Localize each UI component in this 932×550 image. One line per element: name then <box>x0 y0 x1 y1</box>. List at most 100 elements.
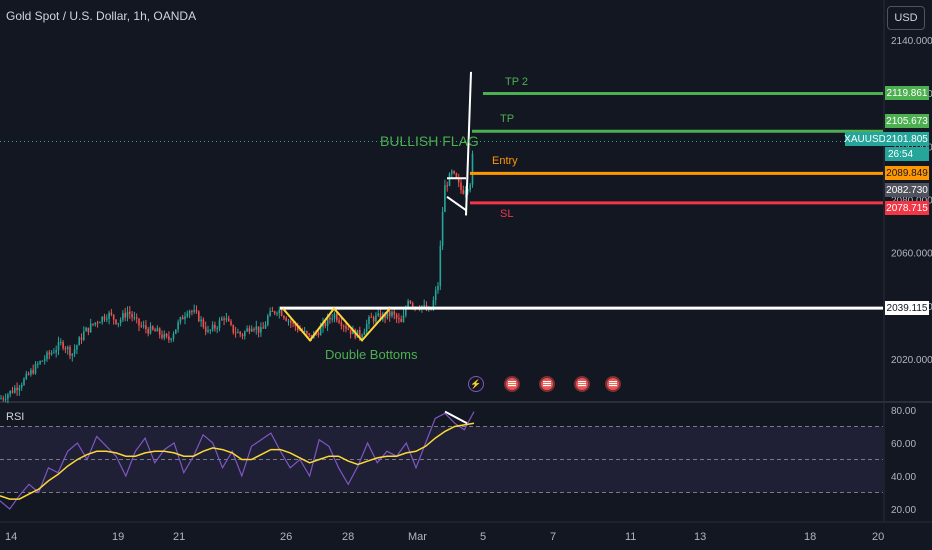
candle-body <box>423 305 425 307</box>
candle-body <box>133 317 136 319</box>
bullish-flag-line <box>465 71 472 216</box>
candle-body <box>163 333 166 338</box>
rsi-tick-label: 40.00 <box>891 472 916 483</box>
candle-body <box>165 333 168 337</box>
bullish-flag-annotation: BULLISH FLAG <box>380 133 479 149</box>
candle-body <box>198 311 200 322</box>
candle-body <box>99 322 101 324</box>
candle-body <box>115 319 117 324</box>
candle-body <box>365 323 368 332</box>
candle-body <box>253 328 255 330</box>
candle-body <box>214 324 216 329</box>
candle-body <box>193 310 195 312</box>
rsi-ma-line <box>0 422 475 500</box>
candle-body <box>184 316 186 320</box>
candle-body <box>181 317 184 320</box>
candle-body <box>326 317 329 327</box>
candle-body <box>53 352 55 354</box>
candle-body <box>439 245 442 286</box>
candle-body <box>117 323 120 325</box>
candle-body <box>336 313 338 321</box>
candle-body <box>271 310 274 312</box>
us-flag-icon[interactable] <box>504 376 520 392</box>
us-flag-icon[interactable] <box>574 376 590 392</box>
time-tick-label: 28 <box>342 531 354 543</box>
double-bottoms-pattern <box>282 306 391 342</box>
candle-body <box>393 311 396 315</box>
candle-body <box>329 317 331 320</box>
candle-body <box>46 352 48 360</box>
candle-body <box>457 178 460 183</box>
candle-body <box>27 373 30 375</box>
candle-body <box>209 329 212 331</box>
time-tick-label: 20 <box>872 531 884 543</box>
candle-body <box>310 334 313 339</box>
candle-body <box>227 318 230 322</box>
candle-body <box>232 324 235 333</box>
price-tick-label: 2140.000 <box>891 36 932 47</box>
candle-body <box>349 329 352 335</box>
candle-body <box>455 173 458 179</box>
candle-body <box>434 290 437 301</box>
candle-body <box>147 329 149 334</box>
time-tick-label: 19 <box>112 531 124 543</box>
candle-body <box>223 318 225 320</box>
candle-body <box>460 182 462 190</box>
tp-price-tag: 2105.673 <box>885 114 929 128</box>
breakout-price-tag: 2039.115 <box>885 301 929 315</box>
candle-body <box>264 324 267 329</box>
us-flag-icon[interactable] <box>539 376 555 392</box>
candle-body <box>110 312 113 315</box>
candle-body <box>278 309 281 314</box>
time-tick-label: 13 <box>694 531 706 543</box>
candle-body <box>156 328 159 332</box>
sl-label: SL <box>500 208 514 220</box>
candle-body <box>347 328 350 330</box>
currency-button[interactable]: USD <box>887 6 925 30</box>
candle-body <box>395 314 398 319</box>
candle-body <box>225 318 228 320</box>
candle-body <box>451 170 453 174</box>
tp2-label: TP 2 <box>505 76 529 88</box>
rsi-label: RSI <box>6 411 25 423</box>
candle-body <box>453 170 455 174</box>
candle-body <box>437 285 439 291</box>
candle-body <box>32 370 34 374</box>
candle-body <box>359 330 361 338</box>
entry-label: Entry <box>492 155 518 167</box>
candle-body <box>96 322 99 324</box>
candle-body <box>106 318 108 320</box>
candle-body <box>119 319 122 324</box>
candle-body <box>211 324 214 330</box>
candle-body <box>94 322 97 325</box>
candle-body <box>158 328 161 335</box>
candle-body <box>471 153 474 185</box>
rsi-tick-label: 60.00 <box>891 439 916 450</box>
candle-body <box>317 332 320 336</box>
candle-body <box>186 313 189 317</box>
candle-body <box>179 317 182 323</box>
candle-body <box>57 342 60 351</box>
candle-body <box>296 326 299 331</box>
candle-body <box>221 318 223 321</box>
candle-body <box>50 352 53 355</box>
candle-body <box>239 331 241 335</box>
candle-body <box>407 300 409 308</box>
candle-body <box>345 326 347 329</box>
candle-body <box>361 334 363 338</box>
candle-body <box>333 313 336 319</box>
us-flag-icon[interactable] <box>605 376 621 392</box>
candle-body <box>55 350 57 353</box>
candle-body <box>441 212 444 246</box>
candle-body <box>78 337 80 346</box>
candle-body <box>64 348 67 350</box>
candle-body <box>108 312 110 319</box>
lightning-icon[interactable]: ⚡ <box>468 376 484 392</box>
rsi-tick-label: 80.00 <box>891 406 916 417</box>
candle-body <box>287 320 290 322</box>
candle-body <box>306 331 308 334</box>
candle-body <box>255 326 258 330</box>
candle-body <box>260 327 262 333</box>
candle-body <box>16 387 18 391</box>
